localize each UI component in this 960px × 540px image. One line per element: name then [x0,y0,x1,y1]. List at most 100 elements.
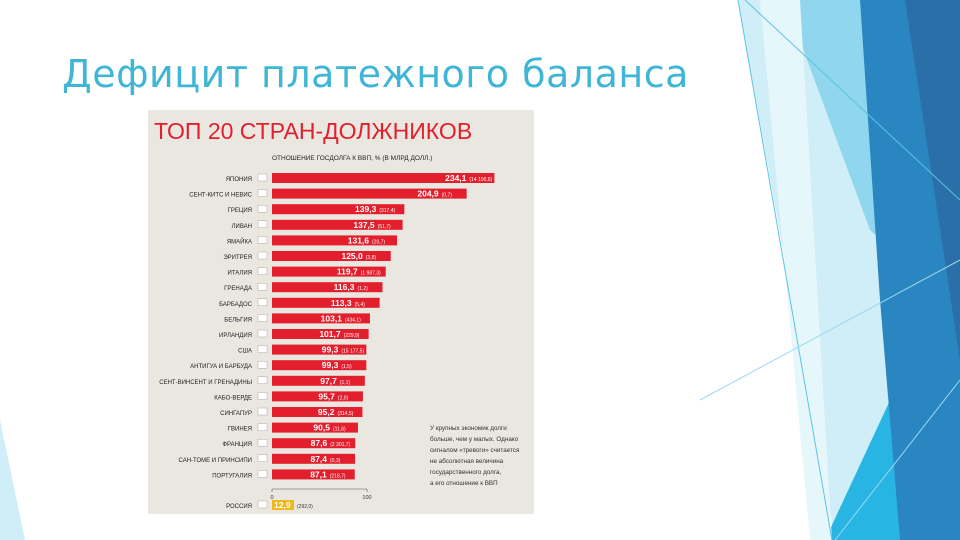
bar-reference [272,500,294,510]
flag-icon-11 [257,329,268,338]
chart-title: ТОП 20 СТРАН-ДОЛЖНИКОВ [154,118,472,144]
flag-icon-16 [257,407,268,416]
chart-annotation-line-4: не абсолютная величина [430,457,504,465]
flag-icon-4 [257,220,268,229]
bar-18 [272,438,356,449]
category-label-10: БЕЛЬГИЯ [224,317,252,323]
chart-panel: ТОП 20 СТРАН-ДОЛЖНИКОВ ОТНОШЕНИЕ ГОСДОЛГ… [148,110,534,514]
value-label-8: 116,3 [334,282,355,292]
category-label-14: СЕНТ-ВИНСЕНТ И ГРЕНАДИНЫ [159,380,252,386]
chart-annotation-line-1: У крупных экономик долги [430,425,507,432]
chart-subtitle: ОТНОШЕНИЕ ГОСДОЛГА К ВВП, % (В МЛРД ДОЛЛ… [272,155,432,162]
value-label-17: 90,5 [313,423,330,433]
category-label-6: ЭРИТРЕЯ [223,255,252,261]
decor-line-1 [737,0,833,540]
bar-7 [272,266,386,277]
value-label-19: 87,4 [310,454,327,464]
value-label-16: 95,2 [318,407,335,417]
debt-label-3: (317,4) [379,208,395,214]
flag-icon-15 [257,392,268,400]
flag-icon-9 [257,298,268,307]
value-label-11: 101,7 [319,329,341,339]
bar-10 [272,313,370,324]
value-label-20: 87,1 [310,469,327,479]
decor-shape-pale [760,0,832,540]
bar-1 [272,173,495,183]
flag-icon-3 [257,204,268,213]
bar-12 [272,344,367,355]
flag-icon-18 [257,439,268,447]
bar-6 [272,251,391,261]
bar-8 [272,282,383,293]
decor-left-stripe [0,420,25,540]
debt-label-19: (0,3) [330,458,341,464]
value-label-3: 139,3 [355,204,377,214]
category-label-16: СИНГАПУР [220,411,252,417]
debt-label-4: (51,7) [378,224,391,230]
bar-4 [272,219,403,230]
category-label-2: СЕНТ-КИТС И НЕВИС [189,193,252,199]
category-label-9: БАРБАДОС [219,302,253,308]
bar-2 [272,188,467,199]
category-label-17: ГВИНЕЯ [228,427,252,433]
debt-label-11: (229,9) [344,333,360,339]
flag-icon-10 [257,314,268,322]
decor-shape-navy [905,0,960,360]
chart-annotation-line-6: а его отношение к ВВП [430,480,498,487]
value-label-reference: 12,9 [274,500,291,510]
decor-line-3 [699,259,960,401]
decor-line-2 [744,0,960,201]
debt-label-6: (3,8) [366,255,377,261]
flag-icon-19 [257,454,268,462]
category-label-8: ГРЕНАДА [224,286,252,292]
flag-icon-6 [257,251,268,260]
flag-icon-reference [257,500,268,509]
debt-label-reference: (292,0) [297,504,313,510]
value-label-10: 103,1 [321,313,343,323]
value-label-18: 87,6 [311,438,328,448]
value-label-7: 119,7 [337,267,358,277]
debt-label-2: (0,7) [442,193,453,199]
flag-icon-1 [257,173,268,182]
flag-icon-14 [257,376,268,384]
category-label-7: ИТАЛИЯ [228,271,253,277]
chart-bars: ЯПОНИЯ 234,1 (14 100,6) СЕНТ-КИТС И НЕВИС 20… [159,173,495,510]
decor-line-4 [834,379,960,540]
category-label-12: США [238,349,252,355]
bar-3 [272,204,405,215]
value-label-1: 234,1 [445,173,467,183]
debt-label-20: (218,7) [330,473,346,479]
debt-bar-chart: ТОП 20 СТРАН-ДОЛЖНИКОВ ОТНОШЕНИЕ ГОСДОЛГ… [154,118,519,510]
chart-annotation-line-2: больше, чем у малых. Однако [430,435,519,443]
flag-icon-8 [257,282,268,291]
flag-icon-12 [257,345,268,353]
bar-13 [272,360,367,371]
category-label-20: ПОРТУГАЛИЯ [212,473,252,479]
value-label-12: 99,3 [322,345,339,355]
debt-label-18: (2 301,7) [330,442,350,448]
flag-icon-5 [257,236,268,244]
category-label-reference: РОССИЯ [226,504,252,510]
value-label-6: 125,0 [341,251,363,261]
category-label-19: САН-ТОМЕ И ПРИНСИПИ [179,458,252,464]
debt-label-14: (1,1) [340,380,351,386]
flag-icon-13 [257,360,268,369]
debt-label-5: (20,7) [372,239,385,245]
debt-label-8: (1,2) [357,286,368,292]
slide-title: Дефицит платежного баланса [62,52,689,96]
debt-label-13: (1,5) [341,364,352,370]
debt-label-16: (314,5) [337,411,353,417]
category-label-18: ФРАНЦИЯ [222,442,252,448]
bar-14 [272,375,365,386]
flag-icon-2 [257,189,268,197]
flag-icon-20 [257,470,268,478]
flag-icon-17 [257,423,268,431]
bar-16 [272,407,363,417]
debt-label-17: (11,6) [333,427,346,433]
bar-15 [272,391,363,402]
category-label-4: ЛИВАН [232,224,252,230]
debt-label-9: (5,4) [355,302,366,308]
value-label-13: 99,3 [322,360,339,370]
debt-label-10: (434,1) [345,317,361,323]
